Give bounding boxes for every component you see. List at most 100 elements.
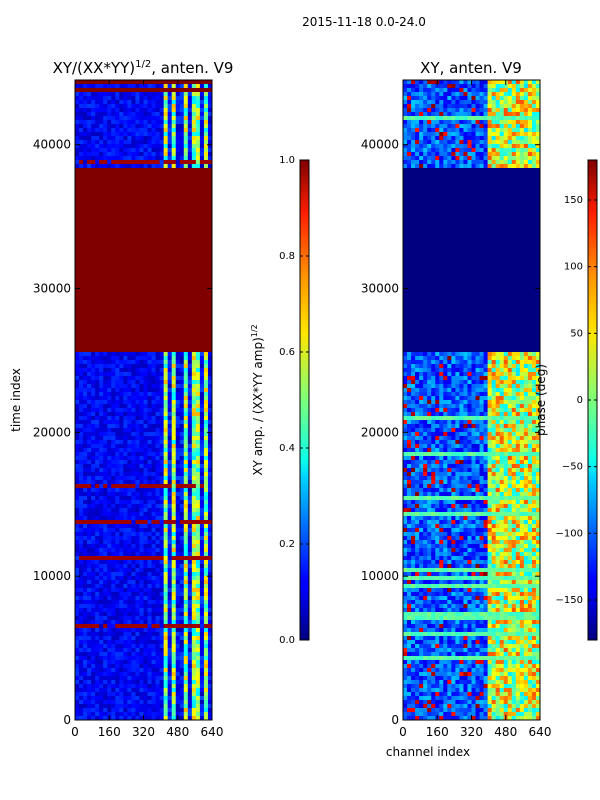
heatmap-cell (151, 448, 157, 453)
heatmap-cell (75, 248, 80, 253)
heatmap-cell (95, 648, 100, 653)
heatmap-cell (199, 592, 205, 597)
heatmap-cell (119, 448, 124, 453)
heatmap-cell (83, 268, 88, 273)
heatmap-cell (107, 560, 112, 565)
heatmap-cell (171, 104, 177, 109)
heatmap-cell (99, 444, 104, 449)
heatmap-cell (83, 212, 88, 217)
heatmap-cell (135, 352, 141, 357)
heatmap-cell (83, 432, 88, 437)
heatmap-cell (131, 416, 137, 421)
heatmap-cell (103, 436, 108, 441)
heatmap-cell (143, 460, 149, 465)
heatmap-cell (199, 484, 205, 489)
heatmap-cell (159, 176, 165, 181)
heatmap-cell (79, 304, 84, 309)
heatmap-cell (79, 364, 84, 369)
heatmap-cell (191, 512, 197, 517)
heatmap-cell (131, 520, 137, 525)
heatmap-cell (191, 416, 197, 421)
heatmap-cell (135, 656, 141, 661)
heatmap-cell (103, 116, 108, 121)
heatmap-cell (127, 152, 133, 157)
heatmap-cell (75, 472, 80, 477)
heatmap-cell (175, 416, 181, 421)
heatmap-cell (203, 496, 209, 501)
heatmap-cell (159, 492, 165, 497)
heatmap-cell (79, 460, 84, 465)
heatmap-cell (143, 216, 149, 221)
heatmap-cell (191, 276, 197, 281)
heatmap-cell (195, 620, 201, 625)
heatmap-cell (163, 228, 169, 233)
heatmap-cell (179, 224, 185, 229)
heatmap-cell (75, 616, 80, 621)
heatmap-cell (111, 96, 116, 101)
heatmap-cell (147, 520, 153, 525)
heatmap-cell (155, 180, 161, 185)
heatmap-cell (103, 236, 108, 241)
heatmap-cell (103, 108, 108, 113)
heatmap-cell (195, 340, 201, 345)
heatmap-cell (199, 556, 205, 561)
heatmap-cell (107, 328, 112, 333)
heatmap-cell (79, 92, 84, 97)
heatmap-cell (159, 200, 165, 205)
heatmap-cell (119, 320, 124, 325)
heatmap-cell (95, 588, 100, 593)
heatmap-cell (195, 524, 201, 529)
heatmap-cell (159, 388, 165, 393)
heatmap-cell (91, 556, 96, 561)
heatmap-cell (187, 92, 193, 97)
heatmap-cell (159, 600, 165, 605)
heatmap-cell (103, 360, 108, 365)
heatmap-cell (75, 484, 80, 489)
heatmap-cell (179, 596, 185, 601)
heatmap-cell (163, 376, 169, 381)
heatmap-cell (191, 116, 197, 121)
heatmap-cell (191, 424, 197, 429)
heatmap-cell (95, 136, 100, 141)
heatmap-cell (147, 192, 153, 197)
heatmap-cell (167, 524, 173, 529)
heatmap-cell (187, 584, 193, 589)
heatmap-cell (187, 196, 193, 201)
heatmap-cell (183, 392, 189, 397)
heatmap-cell (135, 592, 141, 597)
heatmap-cell (179, 396, 185, 401)
heatmap-cell (147, 624, 153, 629)
heatmap-cell (75, 276, 80, 281)
heatmap-cell (147, 400, 153, 405)
heatmap-cell (207, 304, 212, 309)
heatmap-cell (99, 168, 104, 173)
heatmap-cell (103, 336, 108, 341)
heatmap-cell (127, 440, 133, 445)
heatmap-cell (187, 476, 193, 481)
heatmap-cell (203, 92, 209, 97)
heatmap-cell (103, 488, 108, 493)
heatmap-cell (123, 476, 128, 481)
heatmap-cell (79, 120, 84, 125)
heatmap-cell (167, 180, 173, 185)
heatmap-cell (99, 108, 104, 113)
heatmap-cell (183, 196, 189, 201)
heatmap-cell (147, 620, 153, 625)
heatmap-cell (183, 652, 189, 657)
heatmap-cell (87, 140, 92, 145)
heatmap-cell (187, 616, 193, 621)
heatmap-cell (79, 572, 84, 577)
heatmap-cell (187, 144, 193, 149)
heatmap-cell (123, 536, 128, 541)
heatmap-cell (91, 532, 96, 537)
heatmap-cell (155, 232, 161, 237)
heatmap-cell (135, 420, 141, 425)
heatmap-cell (143, 256, 149, 261)
heatmap-cell (207, 140, 212, 145)
heatmap-cell (139, 164, 145, 169)
heatmap-cell (103, 552, 108, 557)
heatmap-cell (79, 340, 84, 345)
heatmap-cell (191, 476, 197, 481)
heatmap-cell (119, 604, 124, 609)
heatmap-cell (91, 80, 96, 85)
